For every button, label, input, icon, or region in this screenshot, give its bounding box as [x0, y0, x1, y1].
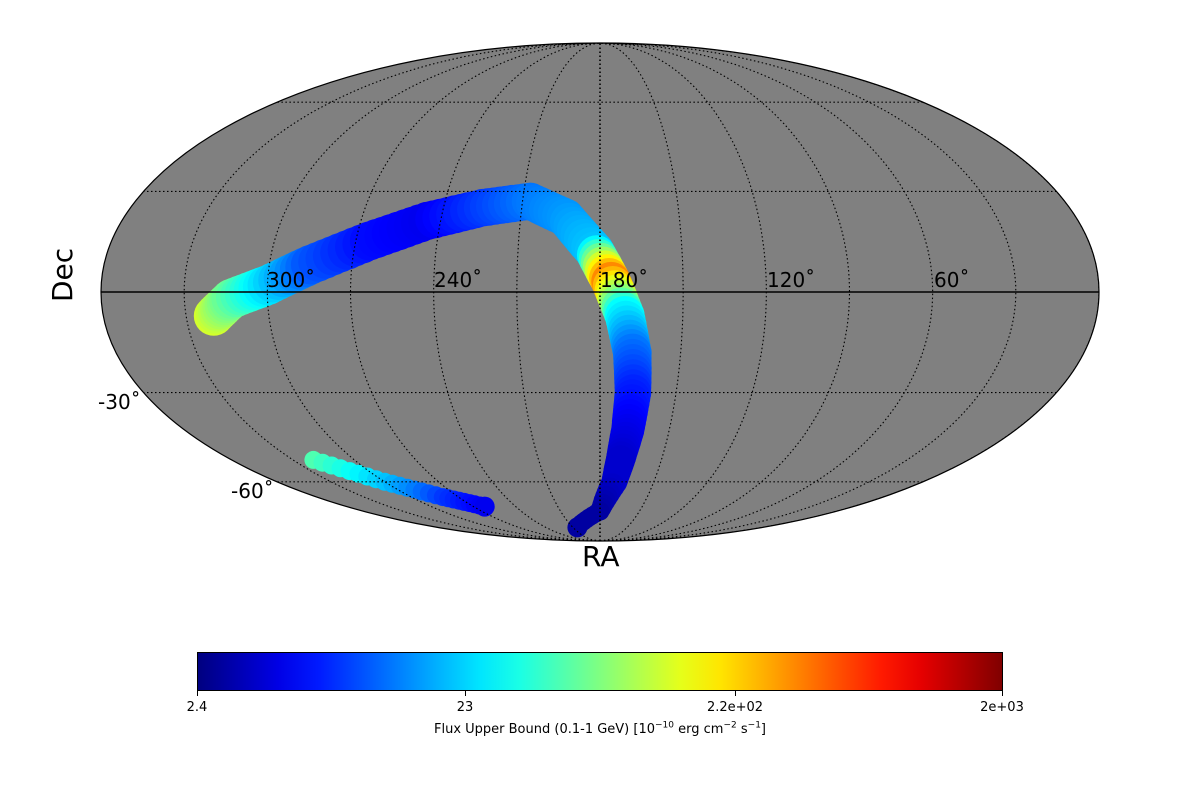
south-arc-cell [474, 496, 495, 517]
dec-tick-label: -30˚ [98, 390, 141, 414]
sky-outline [100, 42, 1100, 542]
colorbar-tick-mark [197, 691, 198, 696]
x-axis-title: RA [582, 540, 620, 573]
ra-tick-label: 120˚ [767, 268, 816, 292]
ra-tick-label: 300˚ [267, 268, 316, 292]
ra-tick-label: 180˚ [600, 268, 649, 292]
coverage-track-cell [567, 517, 588, 538]
colorbar [197, 652, 1003, 691]
colorbar-tick-label: 23 [456, 700, 474, 715]
meridian-line [266, 43, 601, 541]
meridian-line [599, 43, 934, 541]
ra-tick-label: 60˚ [934, 268, 970, 292]
ra-tick-label: 240˚ [434, 268, 483, 292]
y-axis-title: Dec [46, 247, 79, 302]
colorbar-tick-mark [465, 691, 466, 696]
mollweide-sky-map [100, 42, 1100, 542]
colorbar-tick-mark [1002, 691, 1003, 696]
colorbar-tick-label: 2.4 [186, 700, 208, 715]
colorbar-label: Flux Upper Bound (0.1-1 GeV) [10−10 erg … [433, 720, 767, 737]
dec-tick-label: -60˚ [231, 479, 274, 503]
colorbar-tick-label: 2e+03 [980, 700, 1024, 715]
flux-coverage-layer [193, 182, 652, 538]
colorbar-tick-label: 2.2e+02 [706, 700, 764, 715]
colorbar-tick-mark [735, 691, 736, 696]
